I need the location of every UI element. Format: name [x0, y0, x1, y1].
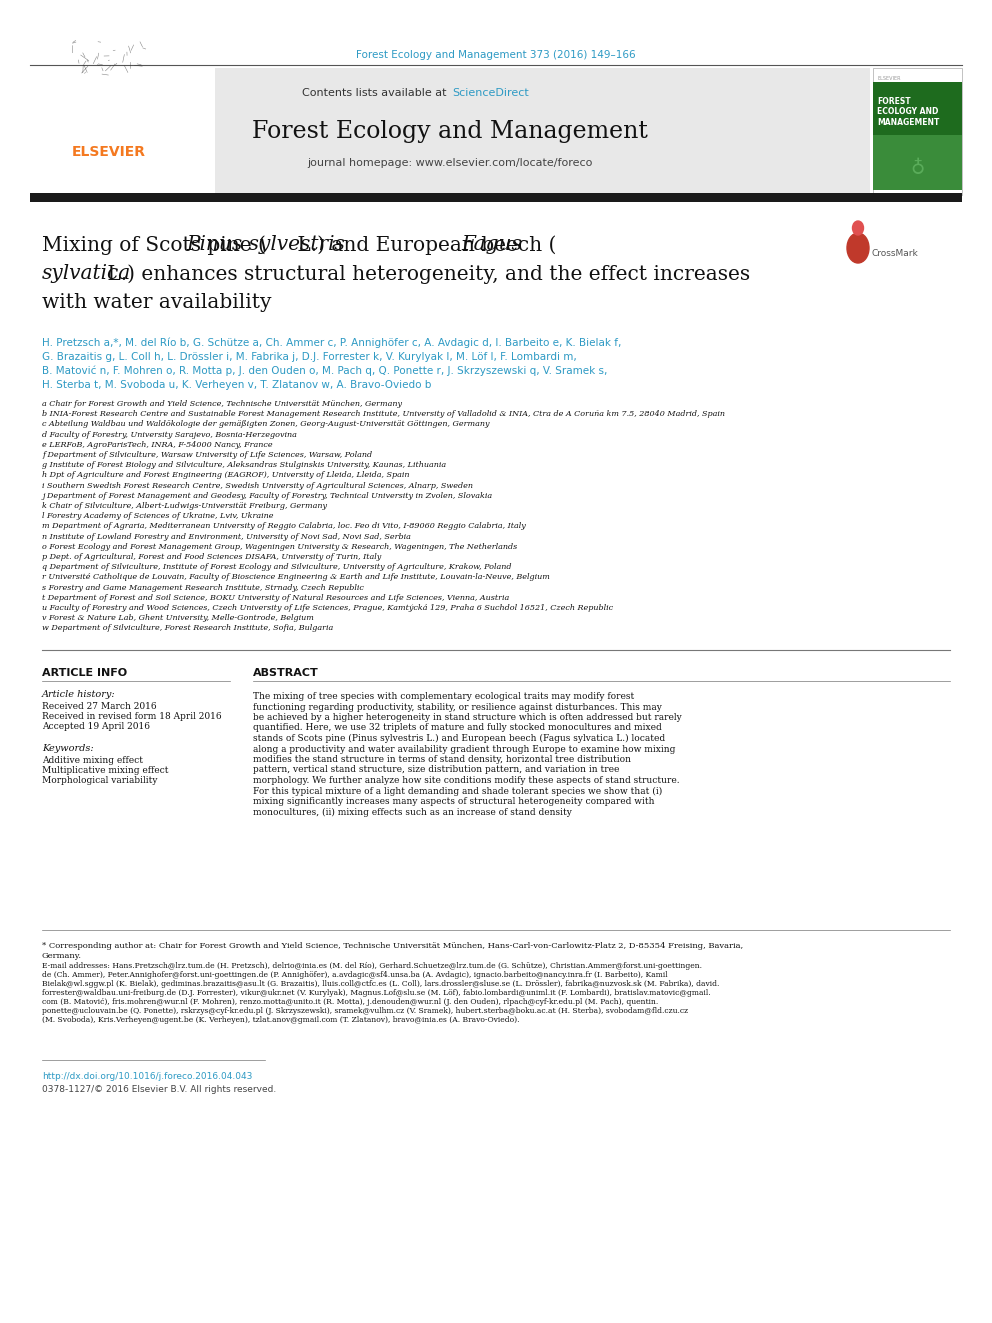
Text: mixing significantly increases many aspects of structural heterogeneity compared: mixing significantly increases many aspe…	[253, 796, 655, 806]
Text: along a productivity and water availability gradient through Europe to examine h: along a productivity and water availabil…	[253, 745, 676, 754]
Text: Forest Ecology and Management: Forest Ecology and Management	[252, 120, 648, 143]
Text: H. Pretzsch a,*, M. del Río b, G. Schütze a, Ch. Ammer c, P. Annighöfer c, A. Av: H. Pretzsch a,*, M. del Río b, G. Schütz…	[42, 337, 621, 348]
Text: q Department of Silviculture, Institute of Forest Ecology and Silviculture, Univ: q Department of Silviculture, Institute …	[42, 564, 512, 572]
Text: Additive mixing effect: Additive mixing effect	[42, 755, 143, 765]
Text: E-mail addresses: Hans.Pretzsch@lrz.tum.de (H. Pretzsch), delrio@inia.es (M. del: E-mail addresses: Hans.Pretzsch@lrz.tum.…	[42, 962, 702, 970]
Text: ELSEVIER: ELSEVIER	[877, 75, 901, 81]
Text: g Institute of Forest Biology and Silviculture, Aleksandras Stulginskis Universi: g Institute of Forest Biology and Silvic…	[42, 462, 446, 470]
Text: Contents lists available at: Contents lists available at	[302, 89, 450, 98]
Text: p Dept. of Agricultural, Forest and Food Sciences DISAFA, University of Turin, I: p Dept. of Agricultural, Forest and Food…	[42, 553, 381, 561]
Text: Keywords:: Keywords:	[42, 744, 93, 753]
FancyBboxPatch shape	[873, 67, 962, 194]
Text: b INIA-Forest Research Centre and Sustainable Forest Management Research Institu: b INIA-Forest Research Centre and Sustai…	[42, 410, 725, 418]
Text: f Department of Silviculture, Warsaw University of Life Sciences, Warsaw, Poland: f Department of Silviculture, Warsaw Uni…	[42, 451, 372, 459]
Text: ♁: ♁	[910, 159, 925, 177]
FancyBboxPatch shape	[30, 67, 215, 194]
Text: morphology. We further analyze how site conditions modify these aspects of stand: morphology. We further analyze how site …	[253, 777, 680, 785]
Text: com (B. Matović), fris.mohren@wur.nl (F. Mohren), renzo.motta@unito.it (R. Motta: com (B. Matović), fris.mohren@wur.nl (F.…	[42, 998, 659, 1005]
Text: forrester@waldbau.uni-freiburg.de (D.J. Forrester), vikur@ukr.net (V. Kurylyak),: forrester@waldbau.uni-freiburg.de (D.J. …	[42, 990, 710, 998]
Text: ponette@uclouvain.be (Q. Ponette), rskrzys@cyf-kr.edu.pl (J. Skrzyszewski), sram: ponette@uclouvain.be (Q. Ponette), rskrz…	[42, 1007, 688, 1015]
FancyBboxPatch shape	[873, 135, 962, 191]
Text: CrossMark: CrossMark	[872, 249, 919, 258]
Text: B. Matović n, F. Mohren o, R. Motta p, J. den Ouden o, M. Pach q, Q. Ponette r, : B. Matović n, F. Mohren o, R. Motta p, J…	[42, 366, 607, 377]
Text: stands of Scots pine (Pinus sylvestris L.) and European beech (Fagus sylvatica L: stands of Scots pine (Pinus sylvestris L…	[253, 734, 665, 744]
Text: ARTICLE INFO: ARTICLE INFO	[42, 668, 127, 677]
Text: modifies the stand structure in terms of stand density, horizontal tree distribu: modifies the stand structure in terms of…	[253, 755, 631, 763]
Text: G. Brazaitis g, L. Coll h, L. Drössler i, M. Fabrika j, D.J. Forrester k, V. Kur: G. Brazaitis g, L. Coll h, L. Drössler i…	[42, 352, 576, 363]
Text: e LERFoB, AgroParisTech, INRA, F-54000 Nancy, France: e LERFoB, AgroParisTech, INRA, F-54000 N…	[42, 441, 273, 448]
Text: m Department of Agraria, Mediterranean University of Reggio Calabria, loc. Feo d: m Department of Agraria, Mediterranean U…	[42, 523, 526, 531]
Text: http://dx.doi.org/10.1016/j.foreco.2016.04.043: http://dx.doi.org/10.1016/j.foreco.2016.…	[42, 1072, 252, 1081]
Text: FOREST
ECOLOGY AND
MANAGEMENT: FOREST ECOLOGY AND MANAGEMENT	[877, 97, 939, 127]
Text: t Department of Forest and Soil Science, BOKU University of Natural Resources an: t Department of Forest and Soil Science,…	[42, 594, 509, 602]
FancyBboxPatch shape	[873, 82, 962, 191]
Text: monocultures, (ii) mixing effects such as an increase of stand density: monocultures, (ii) mixing effects such a…	[253, 807, 571, 816]
Text: u Faculty of Forestry and Wood Sciences, Czech University of Life Sciences, Prag: u Faculty of Forestry and Wood Sciences,…	[42, 605, 613, 613]
Text: j Department of Forest Management and Geodesy, Faculty of Forestry, Technical Un: j Department of Forest Management and Ge…	[42, 492, 492, 500]
Text: de (Ch. Ammer), Peter.Annighofer@forst.uni-goettingen.de (P. Annighöfer), a.avda: de (Ch. Ammer), Peter.Annighofer@forst.u…	[42, 971, 668, 979]
Text: n Institute of Lowland Forestry and Environment, University of Novi Sad, Novi Sa: n Institute of Lowland Forestry and Envi…	[42, 533, 411, 541]
Text: o Forest Ecology and Forest Management Group, Wageningen University & Research, : o Forest Ecology and Forest Management G…	[42, 542, 517, 550]
Text: For this typical mixture of a light demanding and shade tolerant species we show: For this typical mixture of a light dema…	[253, 786, 663, 795]
Text: (M. Svoboda), Kris.Verheyen@ugent.be (K. Verheyen), tzlat.anov@gmail.com (T. Zla: (M. Svoboda), Kris.Verheyen@ugent.be (K.…	[42, 1016, 520, 1024]
Text: Received 27 March 2016: Received 27 March 2016	[42, 703, 157, 710]
Text: l Forestry Academy of Sciences of Ukraine, Lviv, Ukraine: l Forestry Academy of Sciences of Ukrain…	[42, 512, 274, 520]
Text: Pinus sylvestris: Pinus sylvestris	[186, 235, 345, 254]
Text: ABSTRACT: ABSTRACT	[253, 668, 318, 677]
Text: i Southern Swedish Forest Research Centre, Swedish University of Agricultural Sc: i Southern Swedish Forest Research Centr…	[42, 482, 473, 490]
Text: Accepted 19 April 2016: Accepted 19 April 2016	[42, 722, 150, 732]
Ellipse shape	[852, 221, 863, 235]
Text: quantified. Here, we use 32 triplets of mature and fully stocked monocultures an: quantified. Here, we use 32 triplets of …	[253, 724, 662, 733]
Text: sylvatica: sylvatica	[42, 265, 131, 283]
Text: H. Sterba t, M. Svoboda u, K. Verheyen v, T. Zlatanov w, A. Bravo-Oviedo b: H. Sterba t, M. Svoboda u, K. Verheyen v…	[42, 380, 432, 390]
Text: with water availability: with water availability	[42, 292, 272, 312]
Text: r Université Catholique de Louvain, Faculty of Bioscience Engineering & Earth an: r Université Catholique de Louvain, Facu…	[42, 573, 550, 581]
Text: 0378-1127/© 2016 Elsevier B.V. All rights reserved.: 0378-1127/© 2016 Elsevier B.V. All right…	[42, 1085, 276, 1094]
Text: be achieved by a higher heterogeneity in stand structure which is often addresse: be achieved by a higher heterogeneity in…	[253, 713, 682, 722]
Text: Bielak@wl.sggw.pl (K. Bielak), gediminas.brazaitis@asu.lt (G. Brazaitis), lluis.: Bielak@wl.sggw.pl (K. Bielak), gediminas…	[42, 980, 719, 988]
Text: Mixing of Scots pine (: Mixing of Scots pine (	[42, 235, 266, 254]
Text: ELSEVIER: ELSEVIER	[72, 146, 146, 159]
Text: Fagus: Fagus	[461, 235, 522, 254]
Ellipse shape	[847, 233, 869, 263]
Text: L.) and European beech (: L.) and European beech (	[291, 235, 557, 254]
Text: pattern, vertical stand structure, size distribution pattern, and variation in t: pattern, vertical stand structure, size …	[253, 766, 619, 774]
Text: Forest Ecology and Management 373 (2016) 149–166: Forest Ecology and Management 373 (2016)…	[356, 50, 636, 60]
Text: Multiplicative mixing effect: Multiplicative mixing effect	[42, 766, 169, 775]
Text: * Corresponding author at: Chair for Forest Growth and Yield Science, Technische: * Corresponding author at: Chair for For…	[42, 942, 743, 950]
Text: The mixing of tree species with complementary ecological traits may modify fores: The mixing of tree species with compleme…	[253, 692, 634, 701]
Text: Germany.: Germany.	[42, 953, 82, 960]
Text: s Forestry and Game Management Research Institute, Strnady, Czech Republic: s Forestry and Game Management Research …	[42, 583, 364, 591]
Text: a Chair for Forest Growth and Yield Science, Technische Universität München, Ger: a Chair for Forest Growth and Yield Scie…	[42, 400, 402, 407]
Text: k Chair of Silviculture, Albert-Ludwigs-Universität Freiburg, Germany: k Chair of Silviculture, Albert-Ludwigs-…	[42, 501, 327, 509]
Text: Article history:: Article history:	[42, 691, 116, 699]
FancyBboxPatch shape	[30, 193, 962, 202]
Text: h Dpt of Agriculture and Forest Engineering (EAGROF), University of Lleida, Llei: h Dpt of Agriculture and Forest Engineer…	[42, 471, 410, 479]
Text: c Abteilung Waldbau und Waldökologie der gemäßigten Zonen, Georg-August-Universi: c Abteilung Waldbau und Waldökologie der…	[42, 421, 489, 429]
FancyBboxPatch shape	[30, 67, 870, 194]
Text: v Forest & Nature Lab, Ghent University, Melle-Gontrode, Belgium: v Forest & Nature Lab, Ghent University,…	[42, 614, 313, 622]
Text: d Faculty of Forestry, University Sarajevo, Bosnia-Herzegovina: d Faculty of Forestry, University Saraje…	[42, 430, 297, 439]
Text: ScienceDirect: ScienceDirect	[452, 89, 529, 98]
Text: w Department of Silviculture, Forest Research Institute, Sofia, Bulgaria: w Department of Silviculture, Forest Res…	[42, 624, 333, 632]
Text: Morphological variability: Morphological variability	[42, 777, 158, 785]
Text: Received in revised form 18 April 2016: Received in revised form 18 April 2016	[42, 712, 221, 721]
Text: L.) enhances structural heterogeneity, and the effect increases: L.) enhances structural heterogeneity, a…	[101, 265, 750, 283]
Text: functioning regarding productivity, stability, or resilience against disturbance: functioning regarding productivity, stab…	[253, 703, 662, 712]
Text: journal homepage: www.elsevier.com/locate/foreco: journal homepage: www.elsevier.com/locat…	[308, 157, 592, 168]
